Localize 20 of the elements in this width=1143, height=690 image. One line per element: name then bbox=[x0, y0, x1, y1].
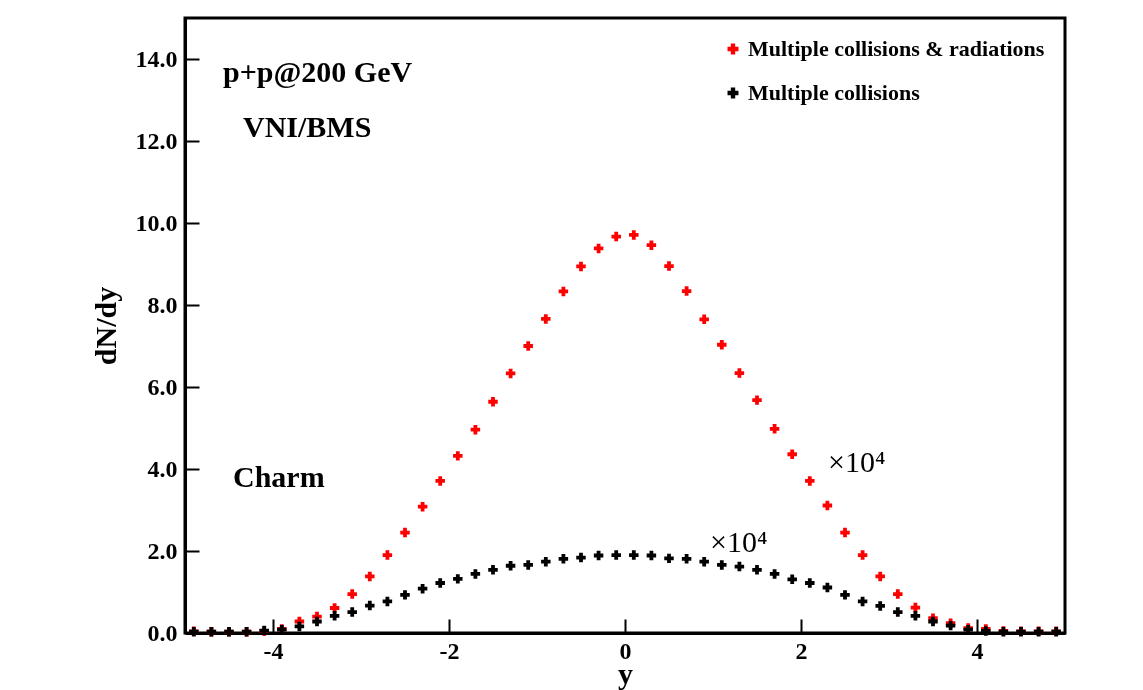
annotation: ×10⁴ bbox=[828, 445, 886, 478]
y-tick-label: 6.0 bbox=[147, 373, 178, 400]
annotation: p+p@200 GeV bbox=[223, 55, 413, 88]
annotation: Charm bbox=[233, 460, 325, 493]
y-tick-label: 2.0 bbox=[147, 537, 178, 564]
annotation: VNI/BMS bbox=[243, 110, 372, 143]
y-tick-label: 0.0 bbox=[147, 619, 178, 646]
y-tick-label: 10.0 bbox=[135, 209, 178, 236]
x-tick-label: 4 bbox=[971, 637, 984, 664]
x-tick-label: 2 bbox=[795, 637, 808, 664]
y-tick-label: 8.0 bbox=[147, 291, 178, 318]
y-tick-label: 14.0 bbox=[135, 45, 178, 72]
legend-label: Multiple collisions & radiations bbox=[748, 36, 1045, 61]
annotation: ×10⁴ bbox=[710, 525, 768, 558]
x-tick-label: -2 bbox=[439, 637, 460, 664]
x-tick-label: -4 bbox=[263, 637, 284, 664]
y-tick-label: 4.0 bbox=[147, 455, 178, 482]
y-tick-label: 12.0 bbox=[135, 127, 178, 154]
legend-label: Multiple collisions bbox=[748, 80, 921, 105]
y-axis-title: dN/dy bbox=[88, 286, 122, 366]
